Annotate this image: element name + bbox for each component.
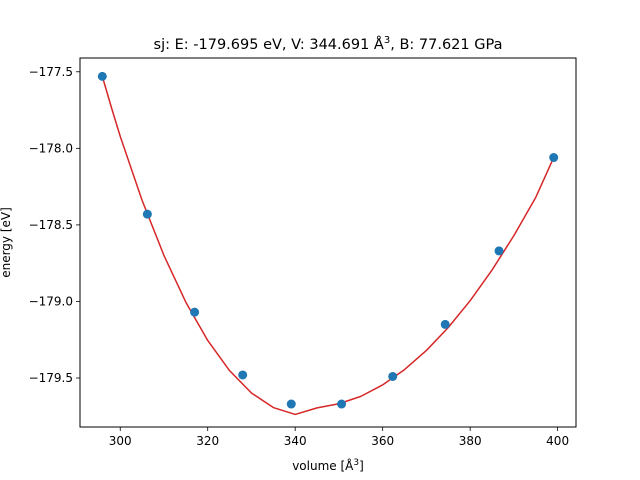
data-point xyxy=(337,399,347,409)
y-tick-label: −177.5 xyxy=(29,65,73,79)
axes-frame xyxy=(79,57,577,428)
data-point xyxy=(440,319,450,329)
x-tick-label: 400 xyxy=(546,434,569,448)
data-point xyxy=(142,209,152,219)
chart-title-rest: , B: 77.621 GPa xyxy=(390,37,502,53)
chart-title-main: sj: E: -179.695 eV, V: 344.691 Å xyxy=(154,36,384,53)
data-point xyxy=(238,370,248,380)
x-axis-ticks: 300 320 340 360 380 400 xyxy=(109,427,569,448)
x-axis-label-main: volume [Å xyxy=(292,458,354,473)
chart-title-superscript: 3 xyxy=(384,35,390,46)
y-tick-label: −179.5 xyxy=(29,371,73,385)
data-point xyxy=(97,71,107,81)
x-axis-label-superscript: 3 xyxy=(353,458,359,468)
x-tick-label: 380 xyxy=(459,434,482,448)
x-tick-label: 320 xyxy=(196,434,219,448)
data-point xyxy=(190,307,200,317)
plot-area xyxy=(80,58,576,427)
data-point xyxy=(549,153,559,163)
x-axis-label-end: ] xyxy=(359,459,364,473)
fit-curve-layer xyxy=(101,76,555,416)
data-point xyxy=(388,371,398,381)
x-axis-label: volume [Å3] xyxy=(292,458,364,473)
x-tick-label: 360 xyxy=(371,434,394,448)
y-tick-label: −179.0 xyxy=(29,294,73,308)
chart-title: sj: E: -179.695 eV, V: 344.691 Å3, B: 77… xyxy=(154,35,503,53)
y-axis-ticks: −177.5 −178.0 −178.5 −179.0 −179.5 xyxy=(29,65,80,385)
data-point xyxy=(494,246,504,256)
data-point xyxy=(286,399,296,409)
x-tick-label: 340 xyxy=(284,434,307,448)
x-tick-label: 300 xyxy=(109,434,132,448)
y-axis-label: energy [eV] xyxy=(0,207,13,278)
y-tick-label: −178.5 xyxy=(29,218,73,232)
fit-curve xyxy=(101,76,555,416)
y-tick-label: −178.0 xyxy=(29,141,73,155)
data-points-layer xyxy=(97,71,559,409)
